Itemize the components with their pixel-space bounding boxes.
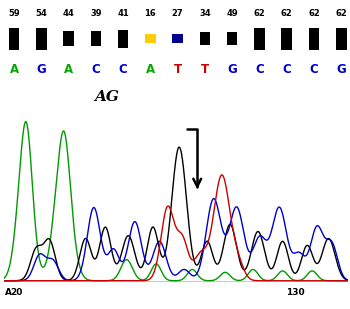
Text: 39: 39 xyxy=(90,9,102,19)
Text: 20: 20 xyxy=(10,288,22,297)
Text: 49: 49 xyxy=(226,9,238,19)
Text: A: A xyxy=(146,63,155,76)
Text: 27: 27 xyxy=(172,9,183,19)
FancyBboxPatch shape xyxy=(9,28,19,50)
FancyBboxPatch shape xyxy=(309,28,319,50)
Text: G: G xyxy=(227,63,237,76)
Text: A: A xyxy=(64,63,73,76)
FancyBboxPatch shape xyxy=(36,28,47,50)
Text: A: A xyxy=(5,288,12,297)
FancyBboxPatch shape xyxy=(145,34,156,43)
FancyBboxPatch shape xyxy=(281,28,292,50)
Text: 41: 41 xyxy=(117,9,129,19)
Text: 130: 130 xyxy=(286,288,304,297)
FancyBboxPatch shape xyxy=(336,28,346,50)
Text: C: C xyxy=(310,63,318,76)
Text: C: C xyxy=(282,63,291,76)
Text: C: C xyxy=(119,63,127,76)
Text: 62: 62 xyxy=(281,9,293,19)
Text: 54: 54 xyxy=(35,9,47,19)
Text: T: T xyxy=(174,63,182,76)
Text: 44: 44 xyxy=(63,9,75,19)
Text: G: G xyxy=(336,63,346,76)
Text: 34: 34 xyxy=(199,9,211,19)
Text: 16: 16 xyxy=(145,9,156,19)
Text: 59: 59 xyxy=(8,9,20,19)
FancyBboxPatch shape xyxy=(199,32,210,45)
Text: 62: 62 xyxy=(308,9,320,19)
Text: C: C xyxy=(255,63,264,76)
Text: 62: 62 xyxy=(335,9,347,19)
FancyBboxPatch shape xyxy=(91,31,101,46)
FancyBboxPatch shape xyxy=(172,34,183,43)
FancyBboxPatch shape xyxy=(227,32,237,45)
Text: C: C xyxy=(91,63,100,76)
Text: G: G xyxy=(36,63,46,76)
FancyBboxPatch shape xyxy=(63,31,74,46)
FancyBboxPatch shape xyxy=(118,30,128,48)
Text: AG: AG xyxy=(94,90,119,104)
Text: A: A xyxy=(9,63,19,76)
FancyBboxPatch shape xyxy=(254,28,265,50)
Text: T: T xyxy=(201,63,209,76)
Text: 62: 62 xyxy=(253,9,265,19)
